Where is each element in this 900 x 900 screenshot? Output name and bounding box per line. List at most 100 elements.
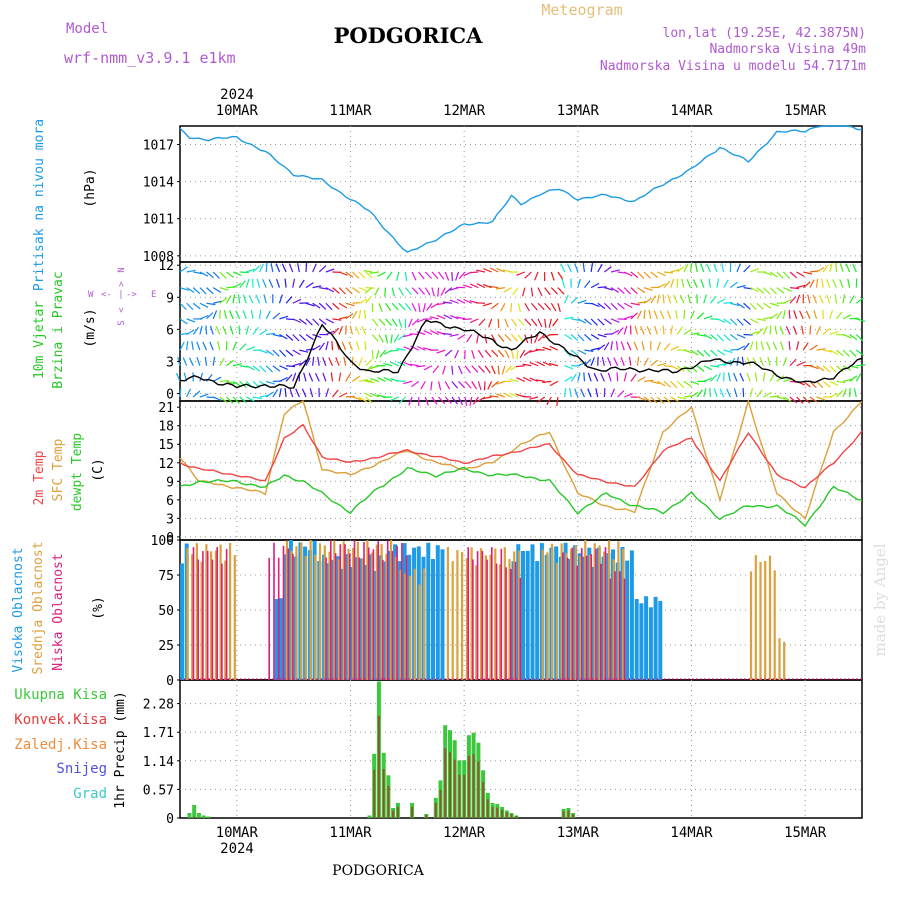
cloud-bar xyxy=(399,569,402,680)
wind-barb xyxy=(371,334,379,342)
wind-barb xyxy=(829,392,839,398)
wind-barb xyxy=(716,334,724,342)
wind-barb xyxy=(823,349,833,353)
wind-barb xyxy=(438,271,445,280)
precip-bar-conv xyxy=(501,809,504,818)
wind-barb xyxy=(430,381,433,391)
cloud-bar xyxy=(525,550,530,680)
wind-barb xyxy=(535,379,545,382)
wind-barb xyxy=(272,312,281,320)
cloud-bar xyxy=(195,543,198,680)
wind-barb xyxy=(489,395,499,398)
wind-barb xyxy=(396,271,400,281)
wind-barb xyxy=(595,388,599,398)
wind-barb xyxy=(186,269,196,273)
wind-barb xyxy=(524,302,530,312)
wind-barb xyxy=(615,341,619,351)
cloud-bar xyxy=(783,641,786,680)
wind-barb xyxy=(736,263,741,273)
wind-barb xyxy=(845,263,851,273)
cloud-bar xyxy=(216,547,218,680)
wind-barb xyxy=(252,365,261,372)
wind-barb xyxy=(713,263,718,273)
svg-text:|: | xyxy=(118,290,123,300)
cloud-bar xyxy=(330,540,332,680)
wind-barb xyxy=(497,365,500,375)
wind-barb xyxy=(803,271,813,275)
wind-barb xyxy=(416,365,426,368)
wind-barb xyxy=(305,357,311,367)
wind-barb xyxy=(623,372,628,382)
wind-barb xyxy=(807,294,811,304)
wind-barb xyxy=(338,316,349,320)
wind-barb xyxy=(756,389,763,398)
wind-barb xyxy=(259,329,268,336)
wind-barb xyxy=(268,279,274,288)
precip-bar-conv xyxy=(491,806,494,818)
wind-barb xyxy=(471,349,475,359)
y-tick-label: 50 xyxy=(158,604,174,619)
wind-barb xyxy=(305,302,315,307)
cloud-bar xyxy=(612,559,615,680)
wind-barb xyxy=(829,365,837,373)
wind-barb xyxy=(683,309,686,319)
wind-barb xyxy=(729,281,738,289)
wind-barb xyxy=(542,361,552,367)
cloud-bar xyxy=(314,554,317,680)
cloud-bar xyxy=(535,561,540,680)
y-tick-label: 15 xyxy=(158,438,174,453)
wind-barb xyxy=(769,302,779,307)
cloud-bar xyxy=(510,568,512,680)
wind-barb xyxy=(390,396,400,401)
wind-barb xyxy=(816,348,826,351)
cloud-bar xyxy=(382,559,384,680)
wind-barb xyxy=(286,365,296,368)
wind-barb xyxy=(723,318,732,325)
wind-barb xyxy=(835,311,843,320)
wind-barb xyxy=(451,380,459,389)
wind-barb xyxy=(371,350,374,360)
wind-barb xyxy=(666,310,672,320)
wind-barb xyxy=(709,387,712,398)
cloud-bar xyxy=(273,542,275,680)
wind-barb xyxy=(358,271,366,279)
wind-barb xyxy=(489,285,499,289)
wind-barb xyxy=(279,315,289,320)
cloud-bar xyxy=(475,565,478,680)
wind-barb xyxy=(716,298,726,304)
wind-barb xyxy=(179,341,185,351)
wind-barb xyxy=(212,287,222,293)
cloud-bar xyxy=(658,601,663,680)
cloud-bar xyxy=(405,555,408,680)
precip-bar-conv xyxy=(377,715,380,818)
precip-legend-conv: Konvek.Kisa xyxy=(14,712,107,728)
wind-barb xyxy=(192,302,201,310)
wind-barb xyxy=(769,373,775,382)
precip-bar-conv xyxy=(572,814,575,818)
wind-barb xyxy=(338,325,344,335)
wind-barb xyxy=(815,326,821,335)
wind-barb xyxy=(703,333,713,340)
wind-barb xyxy=(836,380,846,384)
wind-barb xyxy=(557,271,564,280)
wind-barb xyxy=(842,333,852,339)
wind-barb xyxy=(839,279,844,288)
wind-unit: (m/s) xyxy=(83,308,98,347)
wind-barb xyxy=(255,294,261,304)
precip-legend-frozen: Zaledj.Kisa xyxy=(14,737,107,753)
wind-barb xyxy=(217,341,221,351)
wind-barb xyxy=(593,372,599,382)
wind-barb xyxy=(278,388,282,398)
cloud-bar xyxy=(530,544,535,680)
wind-barb xyxy=(829,349,838,355)
cloud-bar xyxy=(339,544,342,680)
wind-barb xyxy=(355,341,360,351)
wind-barb xyxy=(497,349,505,358)
wind-barb xyxy=(376,394,386,398)
wind-barb xyxy=(557,287,565,295)
wind-barb xyxy=(690,310,695,320)
wind-barb xyxy=(226,271,234,278)
wind-barb xyxy=(564,316,574,320)
wind-barb xyxy=(767,356,771,366)
bottom-day-label: 10MAR xyxy=(216,825,259,841)
